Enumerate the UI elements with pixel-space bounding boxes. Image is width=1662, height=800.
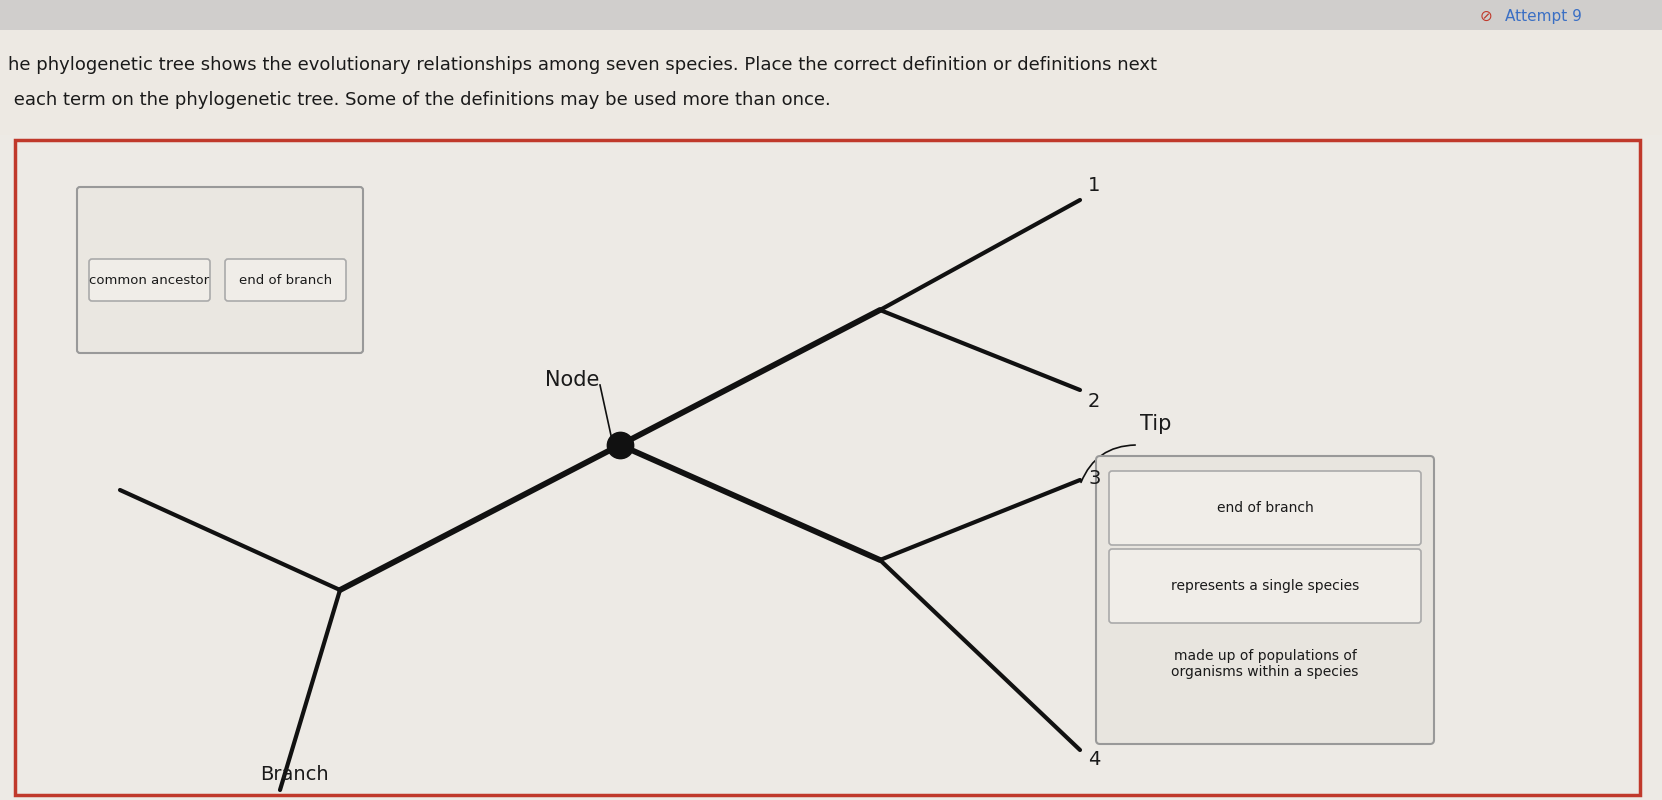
FancyBboxPatch shape <box>1095 456 1434 744</box>
FancyBboxPatch shape <box>1109 549 1421 623</box>
Text: 3: 3 <box>1089 469 1100 487</box>
FancyBboxPatch shape <box>1109 471 1421 545</box>
Text: each term on the phylogenetic tree. Some of the definitions may be used more tha: each term on the phylogenetic tree. Some… <box>8 91 831 109</box>
FancyBboxPatch shape <box>76 187 362 353</box>
Text: Attempt 9: Attempt 9 <box>1506 9 1582 23</box>
Text: made up of populations of
organisms within a species: made up of populations of organisms with… <box>1172 649 1360 679</box>
Text: end of branch: end of branch <box>239 274 332 286</box>
Text: Tip: Tip <box>1140 414 1172 434</box>
FancyBboxPatch shape <box>90 259 209 301</box>
Text: he phylogenetic tree shows the evolutionary relationships among seven species. P: he phylogenetic tree shows the evolution… <box>8 56 1157 74</box>
Bar <box>15 140 1640 795</box>
Text: 2: 2 <box>1089 392 1100 411</box>
FancyBboxPatch shape <box>224 259 346 301</box>
Text: 4: 4 <box>1089 750 1100 769</box>
Text: common ancestor: common ancestor <box>90 274 209 286</box>
Text: end of branch: end of branch <box>1217 501 1313 515</box>
Text: represents a single species: represents a single species <box>1170 579 1360 593</box>
Text: Node: Node <box>545 370 600 390</box>
Point <box>607 438 633 451</box>
Text: 1: 1 <box>1089 176 1100 195</box>
Text: ⊘: ⊘ <box>1479 9 1492 23</box>
Text: Branch: Branch <box>259 765 329 784</box>
Bar <box>0 30 1662 135</box>
Bar <box>0 0 1662 30</box>
